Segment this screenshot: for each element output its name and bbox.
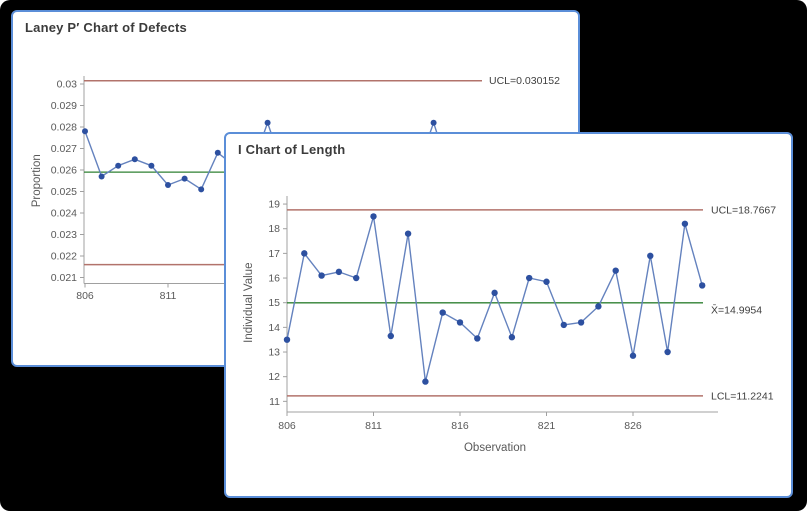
data-point-marker	[560, 321, 567, 329]
x-axis-label: Observation	[464, 442, 526, 454]
y-tick-label: 0.026	[51, 165, 77, 177]
data-point-marker	[491, 289, 498, 297]
data-point-marker	[214, 149, 221, 156]
ucl-label: UCL=18.7667	[711, 204, 776, 216]
y-tick-label: 0.023	[51, 229, 77, 241]
y-tick-label: 0.027	[51, 143, 77, 155]
y-tick-label: 14	[268, 322, 280, 334]
data-point-marker	[318, 272, 325, 279]
y-tick-label: 13	[268, 347, 280, 359]
x-tick-label: 816	[451, 420, 469, 432]
y-tick-label: 0.024	[51, 208, 77, 220]
data-point-marker	[98, 173, 105, 180]
y-tick-label: 15	[268, 297, 280, 309]
data-point-marker	[439, 309, 446, 316]
data-point-marker	[474, 335, 481, 342]
x-tick-label: 806	[278, 420, 296, 432]
data-point-marker	[422, 378, 429, 385]
data-point-marker	[353, 274, 360, 282]
ucl-label: UCL=0.030152	[489, 75, 560, 87]
y-tick-label: 0.022	[51, 251, 77, 263]
data-point-marker	[508, 334, 516, 341]
data-point-marker	[181, 175, 188, 182]
y-tick-label: 17	[268, 248, 280, 260]
data-point-marker	[387, 332, 394, 340]
data-point-marker	[629, 352, 637, 359]
y-tick-label: 11	[269, 396, 280, 408]
y-tick-label: 0.025	[51, 186, 77, 198]
series-line	[286, 215, 703, 383]
window-title: Laney P′ Chart of Defects	[25, 20, 187, 35]
x-tick-label: 826	[624, 420, 642, 432]
data-point-marker	[301, 250, 308, 257]
data-point-marker	[681, 220, 689, 227]
data-point-marker	[131, 156, 138, 163]
x-tick-label: 806	[76, 290, 94, 302]
center-label: X̄=14.9954	[711, 304, 762, 317]
y-tick-label: 16	[268, 273, 280, 285]
y-tick-label: 18	[268, 223, 280, 235]
lcl-label: LCL=11.2241	[711, 390, 774, 402]
data-point-marker	[577, 319, 585, 326]
data-point-marker	[664, 348, 671, 356]
data-point-marker	[543, 278, 550, 285]
y-axis-label: Individual Value	[243, 263, 255, 343]
data-point-marker	[456, 319, 464, 326]
data-point-marker	[430, 119, 437, 126]
data-point-marker	[165, 182, 171, 189]
ichart-chart-canvas: 19 18 17 16 15 14 13 12 11 806 811 816 821 826 UCL=18.…	[243, 196, 776, 454]
x-tick-label: 811	[365, 420, 382, 432]
data-point-marker	[370, 213, 377, 220]
y-tick-label: 12	[268, 371, 280, 383]
y-tick-label: 0.029	[51, 100, 77, 112]
y-tick-label: 0.021	[51, 272, 77, 284]
y-tick-label: 0.03	[57, 79, 78, 91]
data-point-marker	[699, 282, 706, 289]
data-point-marker	[264, 119, 271, 126]
data-point-marker	[595, 303, 602, 310]
data-point-marker	[526, 274, 533, 282]
data-point-marker	[198, 186, 205, 193]
y-axis-label: Proportion	[31, 154, 43, 207]
data-point-marker	[82, 128, 88, 135]
window-title: I Chart of Length	[238, 142, 346, 157]
data-point-marker	[612, 267, 619, 274]
y-tick-label: 0.028	[51, 122, 77, 134]
data-point-marker	[647, 252, 654, 260]
x-tick-label: 821	[538, 420, 556, 432]
data-point-marker	[335, 268, 343, 276]
data-point-marker	[115, 162, 122, 169]
ichart-window[interactable]: I Chart of Length 19 18 17 16 15 14 13 12 11 806 8…	[224, 132, 793, 498]
y-tick-label: 19	[268, 199, 280, 211]
data-point-marker	[283, 336, 291, 343]
x-tick-label: 811	[160, 290, 177, 302]
data-point-marker	[148, 162, 155, 169]
data-point-marker	[404, 230, 412, 237]
